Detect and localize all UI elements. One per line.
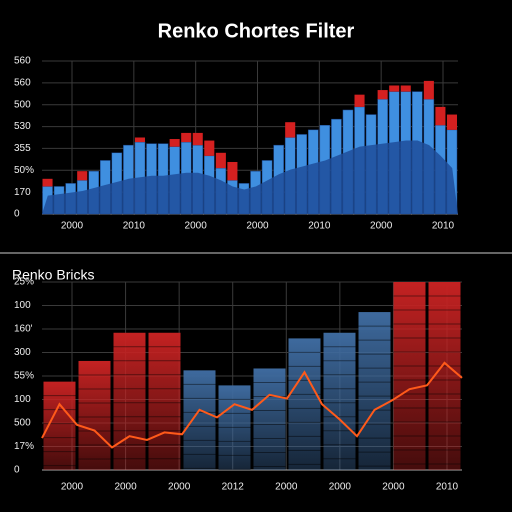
brick-column	[253, 368, 286, 470]
x-tick-label: 2000	[370, 221, 393, 232]
bar-red	[354, 94, 365, 107]
bar-red	[435, 106, 446, 126]
bar-red	[204, 140, 215, 156]
bar-red	[134, 137, 145, 143]
chart-title: Renko Chortes Filter	[158, 20, 355, 42]
x-tick-label: 2000	[61, 482, 84, 493]
brick-column	[393, 282, 426, 470]
y-tick-label: 100	[14, 394, 31, 405]
y-tick-label: 560	[14, 56, 31, 67]
y-tick-label: 530	[14, 121, 31, 132]
x-tick-label: 2000	[114, 482, 137, 493]
bar-red	[192, 132, 203, 146]
x-tick-label: 2000	[246, 221, 269, 232]
x-tick-label: 2010	[432, 221, 455, 232]
y-tick-label: 50%	[14, 165, 34, 176]
brick-column	[218, 385, 251, 470]
bar-red	[446, 114, 457, 130]
x-tick-label: 2000	[382, 482, 405, 493]
brick-column	[358, 312, 391, 470]
y-tick-label: 500	[14, 99, 31, 110]
x-tick-label: 2000	[168, 482, 191, 493]
brick-column	[148, 332, 181, 470]
y-tick-label: 55%	[14, 371, 34, 382]
y-tick-label: 500	[14, 418, 31, 429]
brick-column	[78, 360, 111, 470]
y-tick-label: 355	[14, 143, 31, 154]
y-tick-label: 25%	[14, 277, 34, 288]
x-tick-label: 2010	[123, 221, 146, 232]
x-tick-label: 2010	[436, 482, 459, 493]
bar-red	[400, 85, 411, 92]
bar-red	[215, 152, 226, 169]
bar-red	[181, 132, 192, 143]
y-tick-label: 0	[14, 209, 20, 220]
brick-column	[113, 332, 146, 470]
bar-red	[77, 171, 88, 181]
bar-red	[377, 90, 388, 100]
brick-column	[183, 370, 216, 470]
x-tick-label: 2000	[61, 221, 84, 232]
y-tick-label: 300	[14, 347, 31, 358]
area	[42, 140, 458, 214]
x-tick-label: 2000	[329, 482, 352, 493]
x-tick-label: 2012	[222, 482, 245, 493]
y-tick-label: 560	[14, 77, 31, 88]
bar-red	[423, 80, 434, 100]
y-tick-label: 170	[14, 187, 31, 198]
x-tick-label: 2000	[275, 482, 298, 493]
y-tick-label: 100	[14, 300, 31, 311]
line	[41, 361, 463, 449]
brick-column	[288, 338, 321, 470]
bar-red	[285, 122, 296, 138]
bar-red	[389, 85, 400, 92]
chart-title: Renko Bricks	[12, 267, 94, 283]
y-tick-label: 0	[14, 465, 20, 476]
brick-column	[323, 332, 356, 470]
bar-red	[169, 139, 180, 147]
x-tick-label: 2000	[185, 221, 208, 232]
bar-red	[42, 178, 53, 187]
bar-red	[227, 161, 238, 181]
y-tick-label: 17%	[14, 441, 34, 452]
y-tick-label: 160'	[14, 324, 33, 335]
x-tick-label: 2010	[308, 221, 331, 232]
